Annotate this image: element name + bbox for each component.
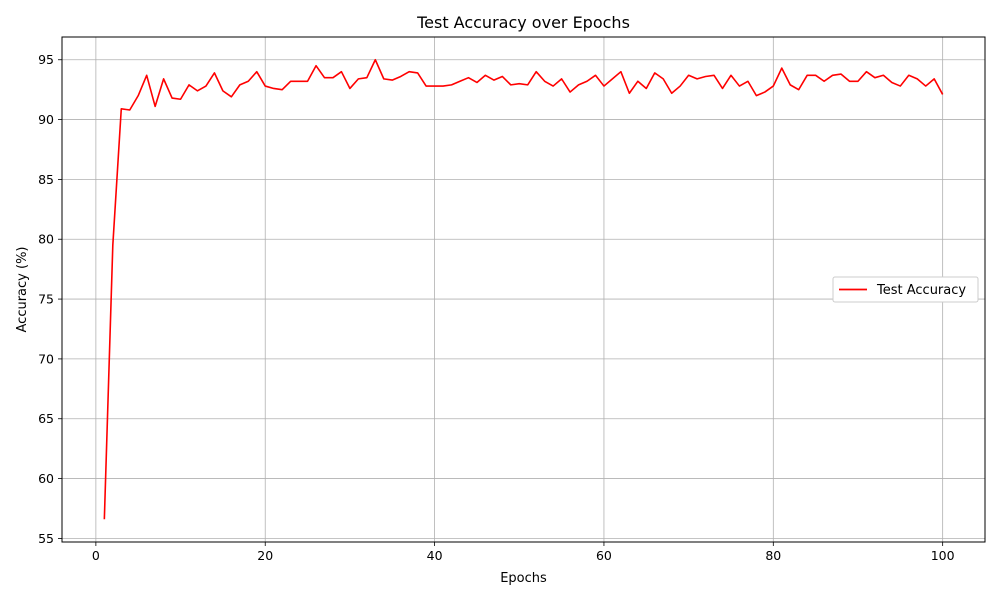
y-tick-label: 90	[38, 112, 54, 127]
y-tick-label: 55	[38, 531, 54, 546]
legend-box	[832, 276, 979, 303]
y-tick-label: 80	[38, 232, 54, 247]
chart-title: Test Accuracy over Epochs	[416, 13, 630, 32]
y-axis-label: Accuracy (%)	[15, 247, 30, 333]
y-tick-label: 65	[38, 411, 54, 426]
x-tick-label: 80	[765, 548, 781, 563]
x-axis-label: Epochs	[500, 571, 547, 586]
y-tick-label: 85	[38, 172, 54, 187]
x-tick-label: 40	[427, 548, 443, 563]
plot-frame	[61, 36, 986, 543]
series-layer	[103, 58, 944, 520]
x-tick-label: 0	[92, 548, 100, 563]
x-tick-label: 100	[931, 548, 955, 563]
y-tick-label: 60	[38, 471, 54, 486]
y-tick-label: 95	[38, 52, 54, 67]
series-line-test-accuracy	[103, 58, 944, 520]
x-tick-label: 20	[257, 548, 273, 563]
grid	[62, 37, 985, 542]
y-tick-label: 70	[38, 351, 54, 366]
legend-label: Test Accuracy	[876, 283, 966, 298]
y-tick-label: 75	[38, 292, 54, 307]
legend: Test Accuracy	[832, 276, 979, 303]
ticks: 0 20 40 60 80 100 55 60 65 70 75 80 85 90 95	[38, 52, 955, 563]
x-tick-label: 60	[596, 548, 612, 563]
